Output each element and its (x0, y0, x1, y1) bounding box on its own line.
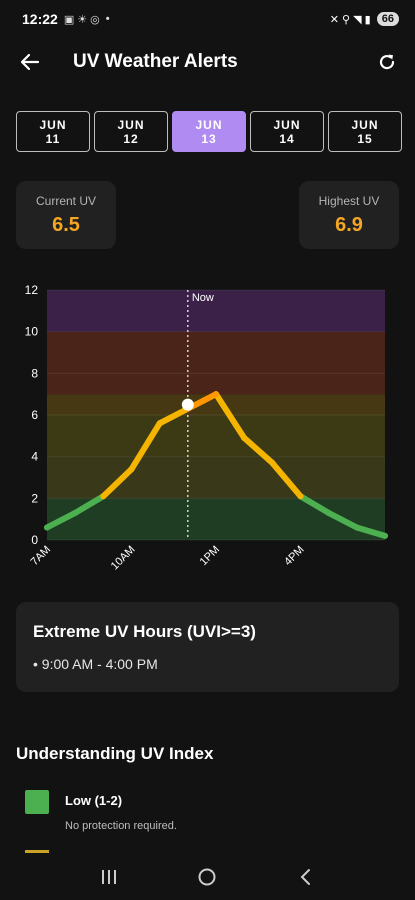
uv-line-segment (128, 420, 163, 473)
date-day: 11 (45, 131, 61, 146)
date-day: 15 (357, 131, 373, 146)
uv-line-segment (353, 524, 388, 539)
uv-data-point (213, 391, 219, 398)
now-label: Now (192, 292, 214, 304)
uv-data-point (269, 459, 276, 466)
chevron-left-icon (300, 868, 310, 885)
page-title: UV Weather Alerts (73, 51, 238, 72)
y-tick-label: 6 (31, 408, 38, 422)
highest-uv-label: Highest UV (318, 193, 380, 208)
recent-apps-icon (102, 869, 117, 884)
uv-data-point (72, 509, 79, 516)
x-tick-label: 7AM (29, 544, 53, 568)
status-bar: 12:22 ▣ ☀ ◎ • ✕ ⚲ ◥ ▮ 66 (0, 0, 415, 38)
date-month: JUN (273, 117, 301, 132)
y-tick-label: 8 (31, 366, 38, 380)
x-tick-label: 4PM (282, 544, 306, 568)
uv-line-segment (213, 391, 248, 441)
date-month: JUN (195, 117, 223, 132)
recent-apps-button[interactable] (89, 862, 129, 892)
highest-uv-value: 6.9 (335, 213, 363, 236)
system-navigation-bar (0, 853, 415, 900)
current-uv-label: Current UV (35, 193, 97, 208)
uv-risk-band (47, 290, 385, 332)
refresh-button[interactable] (373, 48, 401, 76)
home-icon (198, 868, 216, 885)
uv-line-segment (325, 509, 360, 531)
uv-line-segment (269, 459, 304, 500)
uv-line-segment (100, 466, 135, 500)
understanding-uv-title: Understanding UV Index (16, 744, 214, 763)
date-button[interactable]: JUN 14 (250, 111, 324, 152)
battery-indicator: 66 (376, 12, 399, 26)
back-nav-button[interactable] (286, 862, 326, 892)
status-time: 12:22 (22, 11, 58, 27)
date-month: JUN (351, 117, 379, 132)
extreme-uv-hours-title: Extreme UV Hours (UVI>=3) (33, 622, 256, 641)
app-bar: UV Weather Alerts (0, 40, 415, 84)
uv-data-point (325, 509, 332, 516)
x-tick-label: 10AM (109, 544, 138, 573)
uv-data-point (100, 493, 107, 500)
uv-risk-band (47, 394, 385, 415)
uv-risk-band (47, 498, 385, 540)
y-tick-label: 2 (31, 491, 38, 505)
current-uv-value: 6.5 (52, 213, 80, 236)
uv-legend-item-low: Low (1-2) No protection required. (25, 790, 177, 832)
uv-data-point (128, 466, 135, 473)
uv-level-swatch (25, 790, 49, 814)
uv-level-description: No protection required. (65, 820, 177, 832)
uv-data-point (241, 434, 248, 441)
uv-line-segment (241, 434, 276, 466)
uv-line-segment (72, 493, 107, 516)
y-tick-label: 4 (31, 450, 38, 464)
date-button[interactable]: JUN 11 (16, 111, 90, 152)
date-month: JUN (39, 117, 67, 132)
date-day: 13 (201, 131, 217, 146)
status-system-icons: ✕ ⚲ ◥ ▮ (329, 13, 371, 26)
uv-line-segment (297, 493, 332, 516)
uv-data-point (44, 524, 50, 531)
extreme-uv-hours-range: • 9:00 AM - 4:00 PM (33, 656, 158, 672)
uv-risk-band (47, 415, 385, 457)
date-button[interactable]: JUN 13 (172, 111, 246, 152)
uv-line-segment (44, 509, 79, 531)
status-dot: • (105, 13, 110, 25)
y-tick-label: 0 (31, 533, 38, 547)
uv-chart: 0 2 4 6 8 10 12 7AM 10AM 1PM 4PM Now (25, 283, 388, 573)
uv-data-point (353, 524, 360, 531)
highest-uv-card: Highest UV 6.9 (299, 181, 399, 249)
y-tick-label: 12 (25, 283, 39, 297)
extreme-uv-hours-card: Extreme UV Hours (UVI>=3) • 9:00 AM - 4:… (16, 602, 399, 692)
refresh-icon (379, 54, 395, 70)
arrow-left-icon (20, 53, 40, 71)
back-button[interactable] (16, 48, 44, 76)
uv-data-point (297, 493, 304, 500)
date-button[interactable]: JUN 15 (328, 111, 402, 152)
uv-data-point (382, 532, 388, 539)
date-selector: JUN 11 JUN 12 JUN 13 JUN 14 JUN 15 (16, 111, 402, 152)
date-day: 14 (279, 131, 295, 146)
status-notification-icons: ▣ ☀ ◎ (63, 13, 100, 26)
uv-data-point (156, 420, 163, 427)
date-day: 12 (123, 131, 139, 146)
x-tick-label: 1PM (198, 544, 222, 568)
current-uv-marker (181, 398, 194, 411)
date-button[interactable]: JUN 12 (94, 111, 168, 152)
home-button[interactable] (187, 862, 227, 892)
uv-line-segment (156, 405, 191, 427)
uv-risk-band (47, 456, 385, 499)
uv-risk-band (47, 331, 385, 395)
y-tick-label: 10 (25, 325, 39, 339)
uv-level-name: Low (1-2) (65, 793, 123, 808)
date-month: JUN (117, 117, 145, 132)
current-uv-card: Current UV 6.5 (16, 181, 116, 249)
